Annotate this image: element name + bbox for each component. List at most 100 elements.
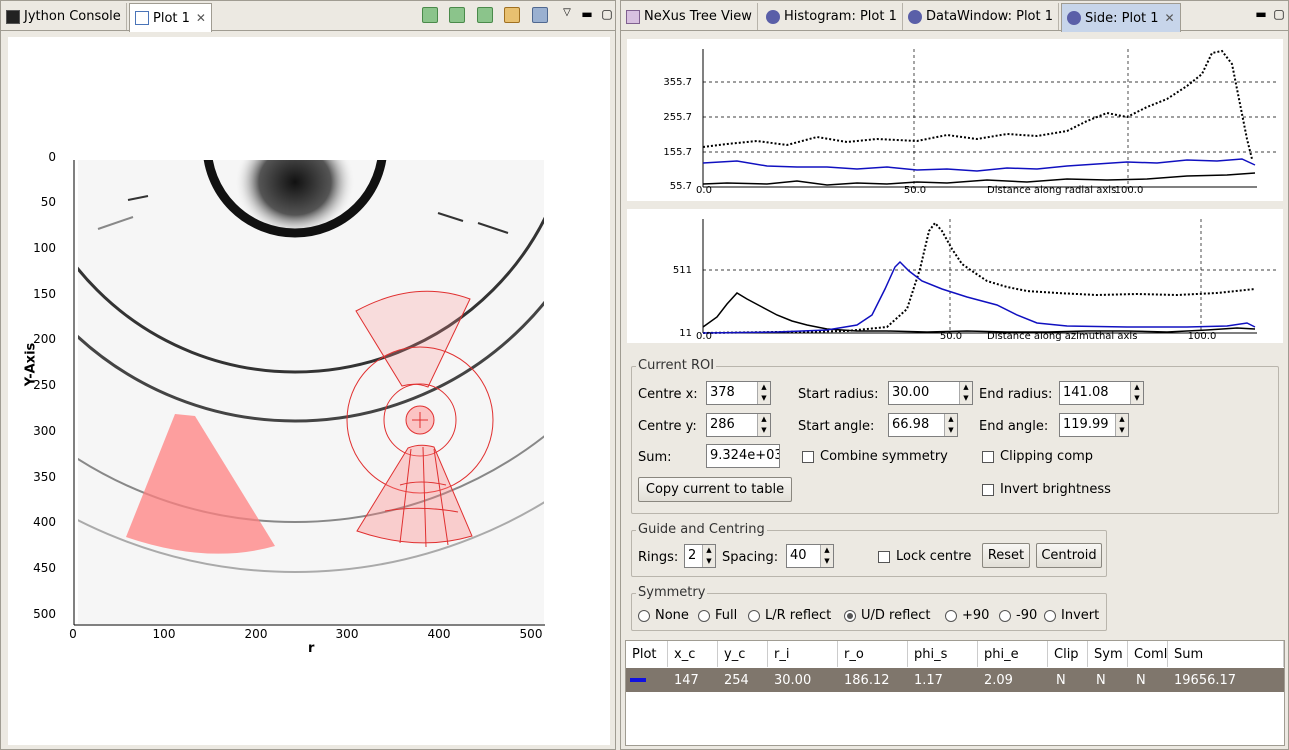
- home-icon[interactable]: [504, 7, 520, 23]
- y-tick-label: 0: [48, 150, 56, 164]
- group-title: Symmetry: [636, 585, 708, 600]
- x-axis-label: r: [308, 641, 315, 656]
- end-angle-spinner[interactable]: 119.99 ▲ ▼: [1059, 413, 1129, 437]
- invert-brightness-checkbox[interactable]: Invert brightness: [982, 482, 1111, 497]
- combine-symmetry-checkbox[interactable]: Combine symmetry: [802, 449, 948, 464]
- close-icon[interactable]: ✕: [195, 11, 206, 25]
- radial-solid-series: [702, 172, 1256, 186]
- rings-spinner[interactable]: 2 ▲ ▼: [684, 544, 716, 568]
- spin-up-icon[interactable]: ▲: [948, 415, 954, 423]
- tab-plot-1[interactable]: Plot 1 ✕: [129, 3, 212, 32]
- symmetry-lr-reflect-radio[interactable]: L/R reflect: [748, 608, 831, 623]
- start-angle-spinner[interactable]: 66.98 ▲ ▼: [888, 413, 958, 437]
- azimuthal-profile-plot-area: 511 11 0.0 50.0 100.0 Distance along azi…: [627, 209, 1283, 343]
- symmetry-none-radio[interactable]: None: [638, 608, 689, 623]
- spin-up-icon[interactable]: ▲: [761, 415, 767, 423]
- spin-down-icon[interactable]: ▼: [963, 394, 969, 402]
- end-radius-spinner[interactable]: 141.08 ▲ ▼: [1059, 381, 1144, 405]
- symmetry-minus90-radio[interactable]: -90: [999, 608, 1037, 623]
- nexus-icon: [626, 9, 640, 24]
- diffraction-ring-5: [78, 501, 544, 573]
- column-header[interactable]: y_c: [718, 641, 768, 667]
- view-icon: [766, 9, 780, 24]
- azimuthal-y-tick: 11: [679, 328, 692, 339]
- copy-current-to-table-button[interactable]: Copy current to table: [638, 477, 792, 502]
- y-tick-label: 150: [33, 287, 56, 301]
- centre-y-spinner[interactable]: 286 ▲ ▼: [706, 413, 771, 437]
- view-menu-icon[interactable]: ▽: [563, 7, 571, 18]
- y-tick-label: 500: [33, 607, 56, 621]
- tab-datawindow[interactable]: DataWindow: Plot 1: [903, 3, 1060, 30]
- column-header[interactable]: phi_e: [978, 641, 1048, 667]
- toolbar-plot-icon-2[interactable]: [449, 7, 465, 23]
- spin-up-icon[interactable]: ▲: [706, 546, 712, 554]
- spacing-spinner[interactable]: 40 ▲ ▼: [786, 544, 834, 568]
- spin-up-icon[interactable]: ▲: [1119, 415, 1125, 423]
- table-cell: 2.09: [984, 672, 1013, 688]
- spin-down-icon[interactable]: ▼: [761, 426, 767, 434]
- column-header[interactable]: phi_s: [908, 641, 978, 667]
- radial-y-tick: 155.7: [663, 147, 692, 158]
- radial-profile-plot-area: 355.7 255.7 155.7 55.7 0.0 50.0 100.0 Di…: [627, 39, 1283, 201]
- symmetry-group: Symmetry None Full L/R reflect U/D refle…: [631, 585, 1107, 631]
- spin-down-icon[interactable]: ▼: [1134, 394, 1140, 402]
- tab-histogram[interactable]: Histogram: Plot 1: [761, 3, 903, 30]
- start-radius-spinner[interactable]: 30.00 ▲ ▼: [888, 381, 973, 405]
- column-header[interactable]: r_i: [768, 641, 838, 667]
- sector-roi-filled: [126, 414, 275, 554]
- centre-x-spinner[interactable]: 378 ▲ ▼: [706, 381, 771, 405]
- spin-up-icon[interactable]: ▲: [761, 383, 767, 391]
- radial-dotted-series: [702, 49, 1253, 160]
- spin-down-icon[interactable]: ▼: [761, 394, 767, 402]
- close-icon[interactable]: ✕: [1164, 11, 1175, 25]
- column-header[interactable]: r_o: [838, 641, 908, 667]
- maximize-icon[interactable]: ▢: [601, 7, 613, 21]
- centroid-button[interactable]: Centroid: [1036, 543, 1102, 568]
- sum-field[interactable]: 9.324e+03: [706, 444, 780, 468]
- azimuthal-profile-plot[interactable]: [627, 209, 1283, 343]
- column-header[interactable]: Plot: [626, 641, 668, 667]
- current-roi-group: Current ROI Centre x: 378 ▲ ▼ Start radius…: [631, 358, 1279, 514]
- x-tick-label: 200: [244, 627, 268, 641]
- toolbar-plot-icon-3[interactable]: [477, 7, 493, 23]
- tab-nexus-tree[interactable]: NeXus Tree View: [621, 3, 758, 30]
- image-plot-area: 0 50 100 150 200 250 300 350 400 450 500…: [8, 37, 610, 745]
- spin-down-icon[interactable]: ▼: [1119, 426, 1125, 434]
- tab-jython-console[interactable]: Jython Console: [1, 3, 127, 30]
- spin-up-icon[interactable]: ▲: [1134, 383, 1140, 391]
- clipping-comp-checkbox[interactable]: Clipping comp: [982, 449, 1093, 464]
- table-row[interactable]: 147 254 30.00 186.12 1.17 2.09 N N N 196…: [626, 668, 1284, 692]
- radial-profile-plot[interactable]: [627, 39, 1283, 201]
- spin-down-icon[interactable]: ▼: [824, 557, 830, 565]
- start-angle-label: Start angle:: [798, 419, 875, 434]
- symmetry-ud-reflect-radio[interactable]: U/D reflect: [844, 608, 931, 623]
- column-header[interactable]: x_c: [668, 641, 718, 667]
- tab-side-plot[interactable]: Side: Plot 1 ✕: [1061, 3, 1181, 32]
- spin-up-icon[interactable]: ▲: [824, 546, 830, 554]
- column-header[interactable]: Sum: [1168, 641, 1284, 667]
- toolbar-plot-icon-1[interactable]: [422, 7, 438, 23]
- x-tick-label: 300: [335, 627, 359, 641]
- spin-down-icon[interactable]: ▼: [706, 557, 712, 565]
- image-plot[interactable]: [8, 37, 610, 745]
- symmetry-plus90-radio[interactable]: +90: [945, 608, 989, 623]
- azimuthal-x-tick: 100.0: [1187, 331, 1217, 342]
- minimize-icon[interactable]: ▬: [1255, 7, 1267, 21]
- maximize-icon[interactable]: ▢: [1273, 7, 1285, 21]
- radial-y-tick: 55.7: [669, 181, 692, 192]
- symmetry-full-radio[interactable]: Full: [698, 608, 737, 623]
- x-tick-label: 500: [519, 627, 543, 641]
- minimize-icon[interactable]: ▬: [581, 7, 593, 21]
- symmetry-invert-radio[interactable]: Invert: [1044, 608, 1099, 623]
- spin-down-icon[interactable]: ▼: [948, 426, 954, 434]
- monitor-icon[interactable]: [532, 7, 548, 23]
- x-tick-label: 0: [69, 627, 77, 641]
- lock-centre-checkbox[interactable]: Lock centre: [878, 549, 971, 564]
- spin-up-icon[interactable]: ▲: [963, 383, 969, 391]
- column-header[interactable]: Sym: [1088, 641, 1128, 667]
- column-header[interactable]: Coml: [1128, 641, 1168, 667]
- column-header[interactable]: Clip: [1048, 641, 1088, 667]
- view-icon: [1067, 11, 1081, 25]
- y-tick-label: 50: [40, 195, 56, 209]
- reset-button[interactable]: Reset: [982, 543, 1030, 568]
